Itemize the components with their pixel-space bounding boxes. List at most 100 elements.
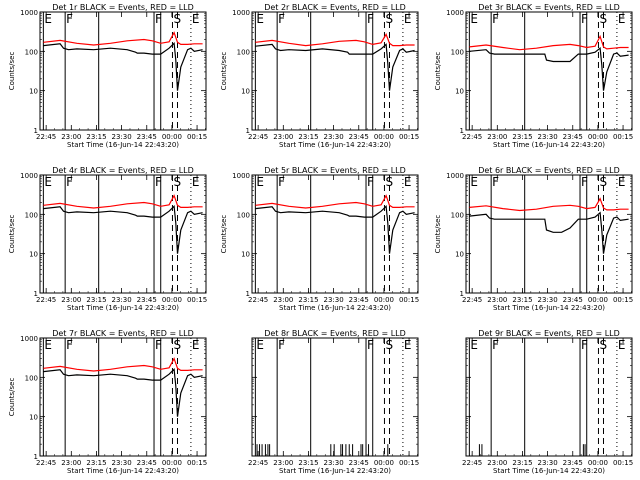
events-series-line (255, 43, 415, 91)
plot-frame (465, 174, 633, 294)
x-tick-label: 22:45 (462, 133, 482, 141)
x-tick-label: 23:30 (538, 459, 558, 467)
plot-frame (251, 11, 419, 131)
plot-frame (251, 174, 419, 294)
events-series-line (43, 41, 203, 91)
x-tick-label: 23:45 (349, 133, 369, 141)
x-tick-label: 00:15 (613, 296, 633, 304)
event-label: F (492, 12, 499, 26)
x-tick-label: 23:30 (324, 296, 344, 304)
plot-frame (251, 337, 419, 457)
y-tick-label: 1 (34, 127, 38, 135)
x-tick-label: 00:00 (162, 133, 182, 141)
events-series-line (469, 211, 629, 254)
panel-title: Det 5r BLACK = Events, RED = LLD (264, 166, 406, 175)
event-label: E (192, 338, 200, 352)
event-label: E (404, 338, 412, 352)
events-series-line (43, 204, 203, 254)
x-tick-label: 23:45 (563, 296, 583, 304)
events-series-line (255, 204, 415, 254)
x-tick-label: 00:00 (374, 133, 394, 141)
y-tick-label: 1000 (20, 335, 38, 343)
panel-det-7: Det 7r BLACK = Events, RED = LLD 1 10 100 10… (8, 329, 207, 475)
panel-title: Det 3r BLACK = Events, RED = LLD (478, 3, 620, 12)
y-tick-label: 100 (25, 374, 38, 382)
x-tick-label: 23:45 (563, 459, 583, 467)
y-tick-label: 100 (25, 211, 38, 219)
event-label: E (404, 175, 412, 189)
event-label: E (44, 175, 52, 189)
y-tick-label: 1 (246, 290, 250, 298)
panel-det-5: Det 5r BLACK = Events, RED = LLD 1 10 100 10… (220, 166, 419, 312)
y-axis-label: Counts/sec (8, 215, 16, 254)
x-tick-label: 23:00 (487, 133, 507, 141)
x-tick-label: 23:45 (349, 296, 369, 304)
plot-frame (465, 11, 633, 131)
x-tick-label: 00:15 (613, 133, 633, 141)
event-label: E (256, 175, 264, 189)
plot-frame (465, 337, 633, 457)
x-tick-label: 22:45 (462, 296, 482, 304)
panel-det-4: Det 4r BLACK = Events, RED = LLD 1 10 100 10… (8, 166, 207, 312)
y-tick-label: 1000 (232, 172, 250, 180)
x-tick-label: 23:30 (324, 133, 344, 141)
event-label: E (618, 338, 626, 352)
plot-frame (39, 174, 207, 294)
event-label: E (192, 12, 200, 26)
events-series-line (469, 47, 629, 91)
x-axis-label: Start Time (16-Jun-14 22:43:20) (493, 467, 605, 475)
event-label: F (155, 175, 162, 189)
x-tick-label: 22:45 (36, 133, 56, 141)
y-tick-label: 100 (25, 48, 38, 56)
y-tick-label: 1000 (20, 9, 38, 17)
y-tick-label: 1000 (446, 172, 464, 180)
x-axis-label: Start Time (16-Jun-14 22:43:20) (67, 467, 179, 475)
event-label: E (192, 175, 200, 189)
event-label: S (173, 175, 181, 189)
x-tick-label: 23:45 (349, 459, 369, 467)
panel-det-8: Det 8r BLACK = Events, RED = LLD 22:45 23:… (248, 329, 419, 475)
x-tick-label: 23:30 (112, 133, 132, 141)
y-axis-label: Counts/sec (220, 215, 228, 254)
x-tick-label: 22:45 (248, 133, 268, 141)
panel-title: Det 9r BLACK = Events, RED = LLD (478, 329, 620, 338)
panel-title: Det 1r BLACK = Events, RED = LLD (52, 3, 194, 12)
event-label: F (367, 338, 374, 352)
event-label: F (492, 338, 499, 352)
x-tick-label: 23:45 (137, 133, 157, 141)
event-label: S (385, 12, 393, 26)
event-label: S (599, 175, 607, 189)
lld-series-line (43, 31, 203, 46)
x-tick-label: 23:15 (298, 296, 318, 304)
event-label: F (581, 175, 588, 189)
x-tick-label: 23:00 (61, 459, 81, 467)
lld-series-line (255, 194, 415, 209)
event-label: F (278, 175, 285, 189)
plot-frame (39, 11, 207, 131)
x-tick-label: 00:15 (399, 133, 419, 141)
event-label: E (44, 12, 52, 26)
y-tick-label: 100 (237, 48, 250, 56)
events-series-line (43, 367, 203, 417)
x-tick-label: 23:15 (298, 133, 318, 141)
event-label: E (470, 175, 478, 189)
y-axis-label: Counts/sec (434, 215, 442, 254)
event-label: S (599, 12, 607, 26)
x-axis-label: Start Time (16-Jun-14 22:43:20) (279, 304, 391, 312)
event-label: E (256, 12, 264, 26)
event-label: E (618, 12, 626, 26)
event-label: E (256, 338, 264, 352)
y-tick-label: 10 (455, 251, 464, 259)
y-tick-label: 1000 (20, 172, 38, 180)
panel-title: Det 4r BLACK = Events, RED = LLD (52, 166, 194, 175)
event-label: S (599, 338, 607, 352)
x-tick-label: 23:00 (273, 459, 293, 467)
panel-det-9: Det 9r BLACK = Events, RED = LLD 22:45 23:… (462, 329, 633, 475)
y-tick-label: 10 (29, 88, 38, 96)
x-tick-label: 23:15 (512, 459, 532, 467)
x-tick-label: 00:00 (374, 296, 394, 304)
x-tick-label: 23:30 (112, 459, 132, 467)
panel-det-1: Det 1r BLACK = Events, RED = LLD 1 10 100 10… (8, 3, 207, 149)
lld-series-line (469, 34, 629, 51)
